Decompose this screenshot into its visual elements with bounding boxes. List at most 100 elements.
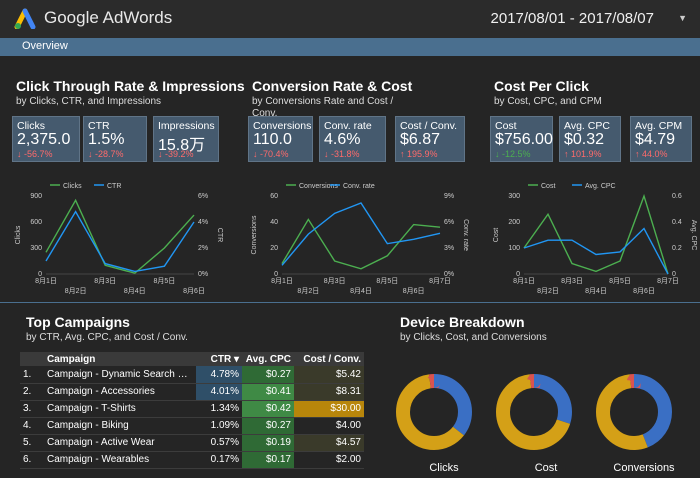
kpi-value: 1.5% xyxy=(88,131,125,148)
section-title-ctr: Click Through Rate & Impressions xyxy=(16,78,245,94)
x-tick-label: 8月1日 xyxy=(513,277,535,285)
y-tick-label: 300 xyxy=(30,245,42,252)
y2-axis-label: Conv. rate xyxy=(462,219,469,251)
x-tick-label: 8月5日 xyxy=(609,277,631,285)
x-tick-label: 8月1日 xyxy=(35,277,57,285)
series-line-clicks xyxy=(45,198,195,274)
y2-tick-label: 3% xyxy=(444,245,454,252)
col-index xyxy=(20,352,44,366)
donut-label-cost: Cost xyxy=(534,462,558,474)
y2-tick-label: 0% xyxy=(198,271,208,278)
cell-cpc: $0.19 xyxy=(242,434,294,452)
y-axis-label: Clicks xyxy=(15,225,22,244)
col-cost-per-conv[interactable]: Cost / Conv. xyxy=(294,352,364,366)
col-avg-cpc[interactable]: Avg. CPC xyxy=(242,352,294,366)
table-row[interactable]: 5. Campaign - Active Wear 0.57% $0.19 $4… xyxy=(20,434,364,452)
cell-ctr: 4.78% xyxy=(196,366,242,384)
table-row[interactable]: 3. Campaign - T-Shirts 1.34% $0.42 $30.0… xyxy=(20,400,364,418)
row-index: 2. xyxy=(20,383,44,401)
kpi-value: 15.8万 xyxy=(158,137,206,154)
kpi-label: Avg. CPM xyxy=(635,120,683,132)
tab-overview[interactable]: Overview xyxy=(22,40,68,52)
x-tick-label: 8月6日 xyxy=(633,287,655,295)
kpi-label: Cost xyxy=(495,120,517,132)
table-row[interactable]: 1. Campaign - Dynamic Search … 4.78% $0.… xyxy=(20,366,364,384)
y2-tick-label: 0.6 xyxy=(672,193,682,200)
cell-cpc: $0.27 xyxy=(242,417,294,435)
x-tick-label: 8月7日 xyxy=(429,277,451,285)
section-subtitle-cpc: by Cost, CPC, and CPM xyxy=(494,96,602,107)
chart-clicks-ctr: Clicks CTR 900 600 300 0 6% 4% 2% 0% Clicks CTR 8月1日… xyxy=(15,183,223,295)
cell-cost: $8.31 xyxy=(294,383,364,401)
x-tick-label: 8月5日 xyxy=(154,277,176,285)
table-row[interactable]: 6. Campaign - Wearables 0.17% $0.17 $2.0… xyxy=(20,451,364,469)
campaign-name: Campaign - Wearables xyxy=(44,451,196,469)
donut-slice-red xyxy=(496,374,572,450)
kpi-delta: ↑ 195.9% xyxy=(400,149,438,159)
table-row[interactable]: 4. Campaign - Biking 1.09% $0.27 $4.00 xyxy=(20,417,364,435)
kpi-value: 4.6% xyxy=(324,131,361,148)
cell-cost: $5.42 xyxy=(294,366,364,384)
cell-cost: $4.57 xyxy=(294,434,364,452)
nav-bar: Overview xyxy=(0,38,700,56)
kpi-avg-cpc: Avg. CPC $0.32 ↑ 101.9% xyxy=(559,116,621,162)
x-tick-label: 8月2日 xyxy=(65,287,87,295)
y-axis-label: Conversions xyxy=(251,215,258,254)
kpi-impressions: Impressions 15.8万 ↓ -39.2% xyxy=(153,116,219,162)
series-line-cost xyxy=(523,193,669,275)
series-line-conv-rate xyxy=(281,202,441,266)
cell-cpc: $0.27 xyxy=(242,366,294,384)
app-title: Google AdWords xyxy=(44,8,173,27)
x-tick-label: 8月4日 xyxy=(124,287,146,295)
y2-tick-label: 9% xyxy=(444,193,454,200)
kpi-delta: ↓ -70.4% xyxy=(253,149,289,159)
row-index: 4. xyxy=(20,417,44,435)
kpi-label: Conv. rate xyxy=(324,120,372,132)
y-tick-label: 0 xyxy=(516,271,520,278)
section-title-cpc: Cost Per Click xyxy=(494,78,589,94)
cell-ctr: 4.01% xyxy=(196,383,242,401)
section-subtitle-conv-2: Conv. xyxy=(252,108,278,119)
kpi-label: CTR xyxy=(88,120,110,132)
kpi-conversions: Conversions 110.0 ↓ -70.4% xyxy=(248,116,313,162)
y-tick-label: 600 xyxy=(30,219,42,226)
x-tick-label: 8月6日 xyxy=(403,287,425,295)
cell-ctr: 1.34% xyxy=(196,400,242,418)
x-tick-label: 8月1日 xyxy=(271,277,293,285)
x-tick-label: 8月4日 xyxy=(585,287,607,295)
caret-down-icon[interactable]: ▼ xyxy=(678,13,687,23)
col-campaign[interactable]: Campaign xyxy=(44,352,196,366)
table-row[interactable]: 2. Campaign - Accessories 4.01% $0.41 $8… xyxy=(20,383,364,401)
section-title-devices: Device Breakdown xyxy=(400,314,525,330)
y2-tick-label: 6% xyxy=(198,193,208,200)
kpi-conv-rate: Conv. rate 4.6% ↓ -31.8% xyxy=(319,116,386,162)
y-tick-label: 200 xyxy=(508,219,520,226)
donut-slice-red xyxy=(596,374,672,450)
kpi-cost-per-conv: Cost / Conv. $6.87 ↑ 195.9% xyxy=(395,116,465,162)
cell-cpc: $0.41 xyxy=(242,383,294,401)
kpi-label: Conversions xyxy=(253,120,312,132)
cell-ctr: 1.09% xyxy=(196,417,242,435)
y-axis-label: Cost xyxy=(493,228,500,242)
x-tick-label: 8月2日 xyxy=(537,287,559,295)
x-tick-label: 8月4日 xyxy=(350,287,372,295)
col-ctr[interactable]: CTR ▾ xyxy=(196,352,242,366)
y2-tick-label: 0.2 xyxy=(672,245,682,252)
section-divider xyxy=(0,302,700,303)
cell-cost: $2.00 xyxy=(294,451,364,469)
section-subtitle-devices: by Clicks, Cost, and Conversions xyxy=(400,332,547,343)
campaign-name: Campaign - Dynamic Search … xyxy=(44,366,196,384)
y-tick-label: 20 xyxy=(270,245,278,252)
campaign-name: Campaign - Active Wear xyxy=(44,434,196,452)
kpi-delta: ↓ -56.7% xyxy=(17,149,53,159)
cell-cpc: $0.42 xyxy=(242,400,294,418)
date-range-picker[interactable]: 2017/08/01 - 2017/08/07 xyxy=(490,10,654,27)
table-header-row: Campaign CTR ▾ Avg. CPC Cost / Conv. xyxy=(20,352,364,366)
kpi-label: Cost / Conv. xyxy=(400,120,457,132)
cell-ctr: 0.57% xyxy=(196,434,242,452)
kpi-ctr: CTR 1.5% ↓ -28.7% xyxy=(83,116,147,162)
kpi-delta: ↑ 44.0% xyxy=(635,149,668,159)
kpi-value: 110.0 xyxy=(253,131,292,148)
kpi-delta: ↓ -31.8% xyxy=(324,149,360,159)
y-tick-label: 40 xyxy=(270,219,278,226)
